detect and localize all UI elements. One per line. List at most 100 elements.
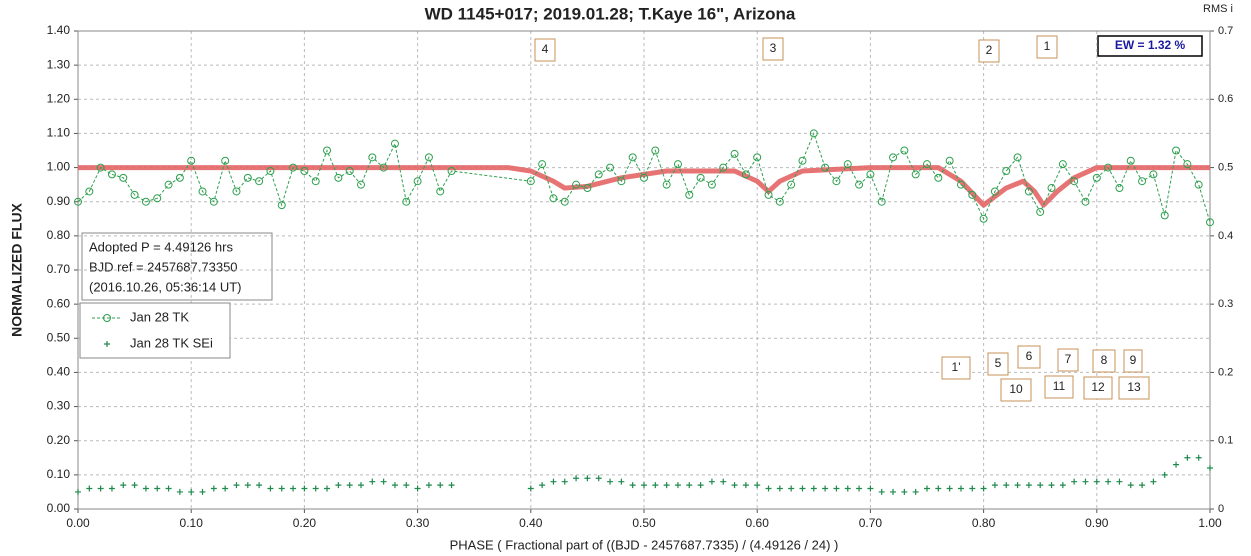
data-point (1173, 461, 1180, 468)
data-point (290, 485, 297, 492)
annotation-box (1000, 378, 1032, 402)
y2-tick-label: 0.4 (1218, 230, 1233, 242)
data-point (311, 177, 320, 186)
data-point (526, 177, 535, 186)
data-point (222, 485, 229, 492)
data-point (628, 153, 637, 162)
data-point (606, 163, 615, 172)
data-point (1105, 478, 1112, 485)
data-point (912, 488, 919, 495)
data-point (1037, 482, 1044, 489)
data-point (437, 482, 444, 489)
x-tick-label: 0.00 (66, 516, 90, 530)
data-point (130, 190, 139, 199)
data-point (991, 482, 998, 489)
x-tick-label: 0.30 (406, 516, 430, 530)
data-point (560, 197, 569, 206)
annotation-label: 1 (1044, 39, 1051, 53)
data-point (787, 180, 796, 189)
data-point (911, 170, 920, 179)
data-point (1116, 478, 1123, 485)
data-point (199, 488, 206, 495)
data-point (278, 485, 285, 492)
data-point (142, 485, 149, 492)
y-tick-label: 0.80 (47, 228, 71, 242)
data-point (584, 475, 591, 482)
data-point (1150, 478, 1157, 485)
data-point (1013, 153, 1022, 162)
data-point (832, 177, 841, 186)
data-point (741, 170, 750, 179)
data-point (1127, 482, 1134, 489)
data-point (856, 485, 863, 492)
annotation-label: 12 (1091, 380, 1105, 394)
data-point (1139, 482, 1146, 489)
data-point (788, 485, 795, 492)
data-point (629, 482, 636, 489)
data-point (414, 485, 421, 492)
data-point (1149, 170, 1158, 179)
data-point (1161, 471, 1168, 478)
data-point (1048, 482, 1055, 489)
annotation-box (1036, 35, 1058, 59)
data-point (233, 482, 240, 489)
data-point (425, 482, 432, 489)
legend-label: Jan 28 TK SEi (130, 335, 213, 350)
annotation-label: 6 (1026, 349, 1033, 363)
info-text: Adopted P = 4.49126 hrs (89, 239, 233, 254)
data-point (607, 478, 614, 485)
data-point (256, 482, 263, 489)
data-point (1195, 454, 1202, 461)
legend-box (79, 302, 231, 359)
y2-tick-label: 0.2 (1218, 366, 1233, 378)
data-point (730, 149, 739, 158)
data-point (697, 482, 704, 489)
data-point (821, 163, 830, 172)
data-point (618, 478, 625, 485)
data-point (175, 173, 184, 182)
data-point (686, 482, 693, 489)
data-point (346, 482, 353, 489)
data-point (300, 166, 309, 175)
data-point (85, 187, 94, 196)
data-point (1070, 177, 1079, 186)
data-point (1206, 218, 1214, 227)
data-point (900, 146, 909, 155)
data-point (539, 482, 546, 489)
legend: Jan 28 TK Jan 28 TK SEi (79, 302, 231, 359)
annotation-label: 1' (952, 360, 961, 374)
data-point (809, 129, 818, 138)
y-tick-label: 0.50 (47, 330, 71, 344)
data-point (1036, 207, 1045, 216)
y2-axis-label: RMS i (1203, 3, 1233, 15)
data-point (74, 197, 82, 206)
annotation-box (1083, 376, 1113, 400)
data-point (277, 201, 286, 210)
y-tick-label: 0.10 (47, 467, 71, 481)
data-point (187, 156, 196, 165)
info-text: (2016.10.26, 05:36:14 UT) (89, 279, 242, 294)
data-point (1081, 197, 1090, 206)
data-point (731, 482, 738, 489)
data-point (334, 173, 343, 182)
data-point (810, 485, 817, 492)
data-point (402, 197, 411, 206)
data-point (583, 184, 592, 193)
info-text: BJD ref = 2457687.73350 (89, 259, 238, 274)
data-point (652, 482, 659, 489)
data-point (324, 485, 331, 492)
data-point (685, 190, 694, 199)
data-point (1126, 156, 1135, 165)
annotation-box (978, 39, 1000, 63)
data-point (753, 153, 762, 162)
data-point (844, 485, 851, 492)
data-point (617, 177, 626, 186)
data-point (889, 153, 898, 162)
data-point (923, 160, 931, 169)
data-point (708, 478, 715, 485)
data-point (255, 177, 264, 186)
data-point (1104, 163, 1113, 172)
data-point (573, 475, 580, 482)
annotation-label: 7 (1065, 352, 1072, 366)
x-tick-label: 0.40 (519, 516, 543, 530)
